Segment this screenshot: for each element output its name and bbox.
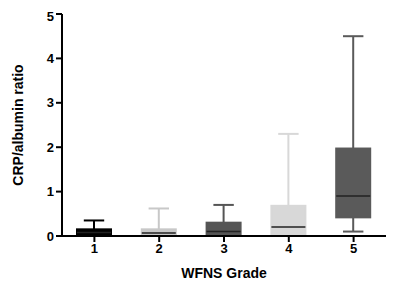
- svg-text:1: 1: [91, 241, 98, 256]
- svg-text:CRP/albumin ratio: CRP/albumin ratio: [10, 64, 26, 185]
- svg-text:0: 0: [47, 229, 54, 244]
- svg-text:4: 4: [47, 51, 55, 66]
- svg-text:5: 5: [350, 241, 357, 256]
- svg-text:WFNS Grade: WFNS Grade: [181, 265, 267, 281]
- svg-text:3: 3: [47, 95, 54, 110]
- svg-text:4: 4: [285, 241, 293, 256]
- svg-text:3: 3: [220, 241, 227, 256]
- svg-text:2: 2: [47, 140, 54, 155]
- svg-text:2: 2: [156, 241, 163, 256]
- svg-text:5: 5: [47, 9, 54, 24]
- svg-text:1: 1: [47, 184, 54, 199]
